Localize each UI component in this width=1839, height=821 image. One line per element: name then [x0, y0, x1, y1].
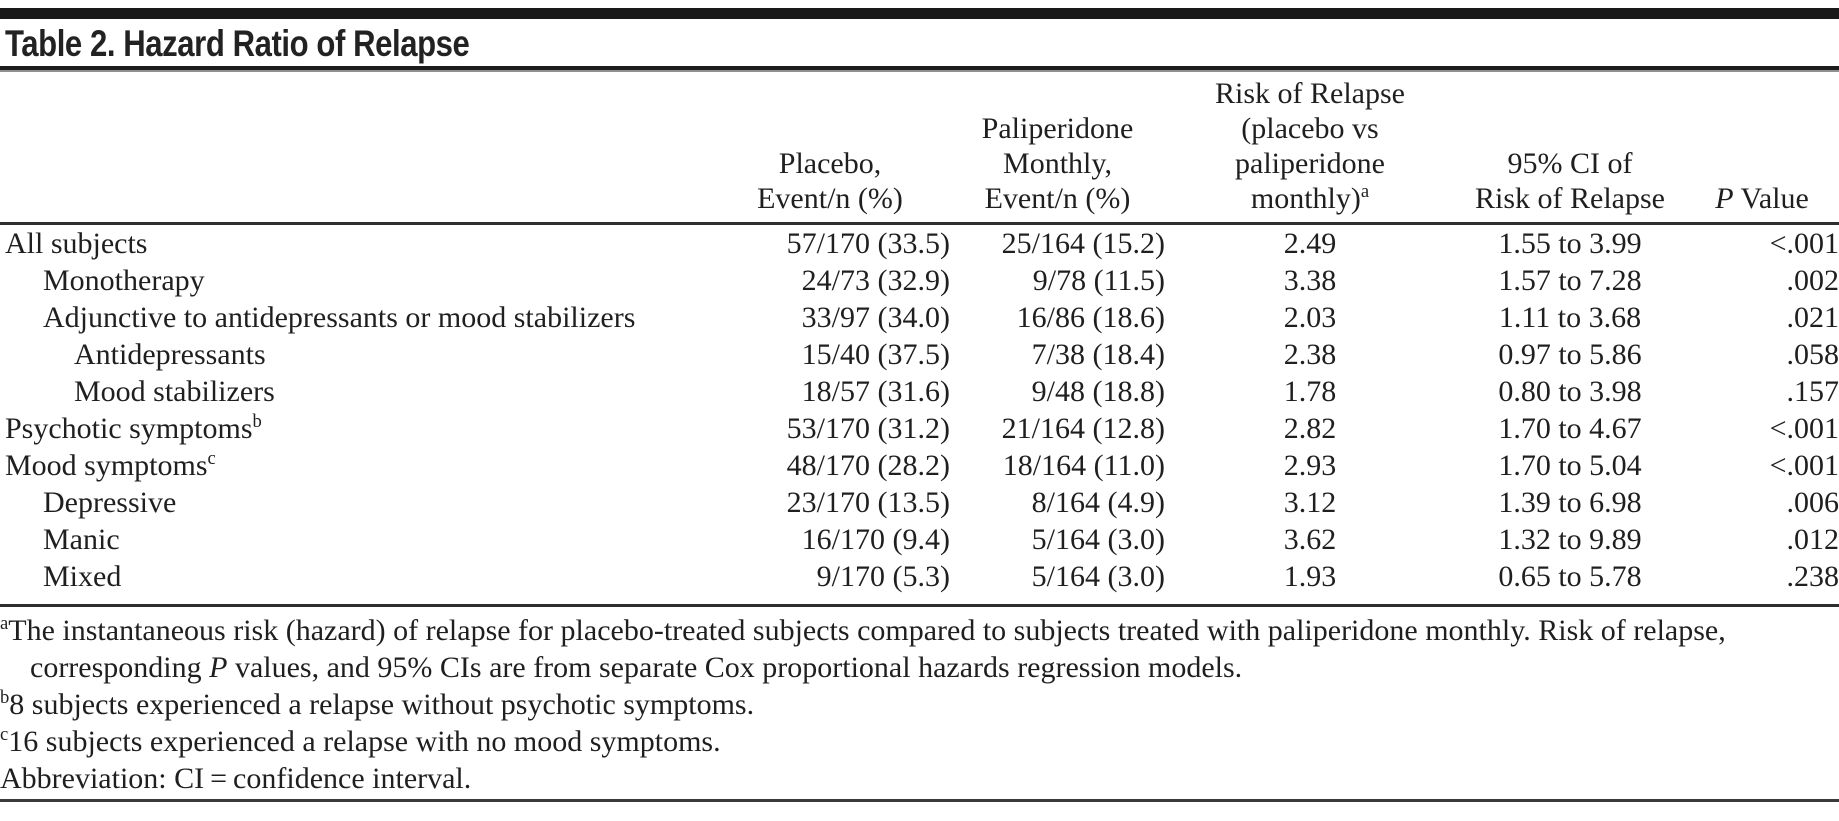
cell-paliperidone: 9/48 (18.8): [1031, 375, 1165, 408]
table-bottom-rule: [0, 604, 1839, 607]
row-label: Psychotic symptomsb: [5, 411, 262, 445]
cell-ci: 1.70 to 4.67: [1498, 412, 1642, 445]
column-header-label: [0, 76, 710, 224]
cell-ci: 1.70 to 5.04: [1498, 449, 1642, 482]
table-row: Monotherapy 24/73 (32.9) 9/78 (11.5) 3.38 1.…: [0, 262, 1839, 299]
footnotes: aThe instantaneous risk (hazard) of rela…: [0, 612, 1839, 797]
cell-paliperidone: 7/38 (18.4): [1031, 338, 1165, 371]
cell-placebo: 48/170 (28.2): [786, 449, 950, 482]
cell-p: .058: [1786, 338, 1839, 371]
cell-placebo: 15/40 (37.5): [801, 338, 950, 371]
cell-risk: 2.03: [1283, 301, 1337, 334]
column-header-paliperidone: Paliperidone Monthly, Event/n (%): [981, 112, 1134, 215]
table-row: All subjects 57/170 (33.5) 25/164 (15.2) 2.…: [0, 224, 1839, 263]
cell-p: <.001: [1769, 412, 1839, 445]
column-header-ci: 95% CI of Risk of Relapse: [1475, 147, 1665, 215]
cell-paliperidone: 5/164 (3.0): [1031, 523, 1165, 556]
cell-risk: 2.82: [1283, 412, 1337, 445]
cell-risk: 3.62: [1283, 523, 1337, 556]
cell-p: .012: [1786, 523, 1839, 556]
row-label: Mood symptomsc: [5, 448, 216, 482]
row-label: Adjunctive to antidepressants or mood st…: [43, 301, 636, 334]
cell-ci: 1.32 to 9.89: [1498, 523, 1642, 556]
cell-p: .002: [1786, 264, 1839, 297]
top-black-bar: [0, 8, 1839, 19]
footnote: aThe instantaneous risk (hazard) of rela…: [0, 613, 1726, 684]
cell-risk: 3.12: [1283, 486, 1337, 519]
paper-table-page: Table 2. Hazard Ratio of Relapse Placebo…: [0, 8, 1839, 821]
cell-risk: 1.93: [1283, 560, 1337, 593]
column-header-risk: Risk of Relapse (placebo vs paliperidone mo…: [1215, 77, 1405, 215]
cell-paliperidone: 9/78 (11.5): [1032, 264, 1165, 297]
cell-ci: 1.57 to 7.28: [1498, 264, 1642, 297]
cell-paliperidone: 8/164 (4.9): [1031, 486, 1165, 519]
cell-paliperidone: 5/164 (3.0): [1031, 560, 1165, 593]
cell-risk: 1.78: [1283, 375, 1337, 408]
cell-paliperidone: 18/164 (11.0): [1002, 449, 1165, 482]
table-title: Table 2. Hazard Ratio of Relapse: [5, 23, 470, 64]
cell-p: .006: [1786, 486, 1839, 519]
cell-ci: 0.80 to 3.98: [1498, 375, 1642, 408]
hazard-ratio-table: Placebo, Event/n (%) Paliperidone Monthly, E…: [0, 76, 1839, 595]
header-row: Placebo, Event/n (%) Paliperidone Monthly, E…: [0, 76, 1839, 224]
table-row: Depressive 23/170 (13.5) 8/164 (4.9) 3.12 1.…: [0, 484, 1839, 521]
row-label: Mood stabilizers: [74, 375, 275, 408]
row-label: Mixed: [43, 560, 122, 593]
table-body: All subjects 57/170 (33.5) 25/164 (15.2) 2.…: [0, 224, 1839, 596]
footnote: c16 subjects experienced a relapse with …: [0, 724, 721, 758]
page-bottom-rule: [0, 799, 1839, 802]
table-row: Manic 16/170 (9.4) 5/164 (3.0) 3.62 1.32 to …: [0, 521, 1839, 558]
cell-placebo: 23/170 (13.5): [786, 486, 950, 519]
title-divider-rule: [0, 66, 1839, 70]
cell-placebo: 53/170 (31.2): [786, 412, 950, 445]
row-label: Monotherapy: [43, 264, 205, 297]
cell-placebo: 57/170 (33.5): [786, 227, 950, 260]
cell-risk: 2.38: [1283, 338, 1337, 371]
cell-placebo: 18/57 (31.6): [801, 375, 950, 408]
cell-ci: 1.55 to 3.99: [1498, 227, 1642, 260]
table-row: Mood symptomsc 48/170 (28.2) 18/164 (11.0)…: [0, 447, 1839, 484]
cell-risk: 2.93: [1283, 449, 1337, 482]
table-row: Mixed 9/170 (5.3) 5/164 (3.0) 1.93 0.65 to 5…: [0, 558, 1839, 595]
cell-ci: 1.39 to 6.98: [1498, 486, 1642, 519]
cell-p: <.001: [1769, 449, 1839, 482]
cell-paliperidone: 25/164 (15.2): [1001, 227, 1165, 260]
cell-placebo: 24/73 (32.9): [801, 264, 950, 297]
cell-p: .021: [1786, 301, 1839, 334]
table-row: Mood stabilizers 18/57 (31.6) 9/48 (18.8) 1…: [0, 373, 1839, 410]
cell-p: .238: [1786, 560, 1839, 593]
cell-ci: 0.97 to 5.86: [1498, 338, 1642, 371]
cell-ci: 1.11 to 3.68: [1498, 301, 1642, 334]
row-label: Manic: [43, 523, 120, 556]
column-header-placebo: Placebo, Event/n (%): [757, 147, 903, 215]
cell-placebo: 9/170 (5.3): [816, 560, 950, 593]
cell-placebo: 33/97 (34.0): [801, 301, 950, 334]
cell-ci: 0.65 to 5.78: [1498, 560, 1642, 593]
table-row: Psychotic symptomsb 53/170 (31.2) 21/164 (…: [0, 410, 1839, 447]
cell-p: <.001: [1769, 227, 1839, 260]
cell-p: .157: [1786, 375, 1839, 408]
column-header-p: P Value: [1715, 182, 1809, 215]
table-row: Antidepressants 15/40 (37.5) 7/38 (18.4) 2.…: [0, 336, 1839, 373]
footnote: Abbreviation: CI = confidence interval.: [0, 762, 472, 795]
footnote: b8 subjects experienced a relapse withou…: [0, 687, 755, 721]
cell-paliperidone: 21/164 (12.8): [1001, 412, 1165, 445]
cell-risk: 3.38: [1283, 264, 1337, 297]
cell-placebo: 16/170 (9.4): [801, 523, 950, 556]
table-row: Adjunctive to antidepressants or mood st…: [0, 299, 1839, 336]
row-label: All subjects: [5, 227, 148, 260]
table-header: Placebo, Event/n (%) Paliperidone Monthly, E…: [0, 76, 1839, 224]
cell-paliperidone: 16/86 (18.6): [1016, 301, 1165, 334]
cell-risk: 2.49: [1283, 227, 1337, 260]
row-label: Depressive: [43, 486, 177, 519]
row-label: Antidepressants: [74, 338, 266, 371]
